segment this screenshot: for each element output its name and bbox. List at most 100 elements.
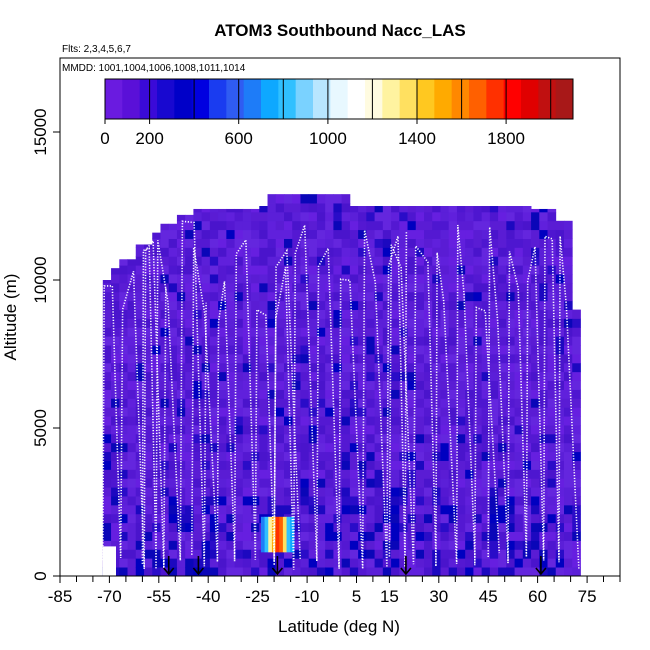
- heatmap-cell: [218, 531, 227, 541]
- heatmap-cell: [341, 371, 351, 382]
- heatmap-cell: [456, 425, 466, 435]
- heatmap-cell: [292, 522, 301, 532]
- heatmap-cell: [564, 362, 573, 373]
- heatmap-cell: [547, 398, 557, 408]
- heatmap-cell: [374, 380, 384, 390]
- heatmap-cell: [489, 265, 499, 275]
- heatmap-cell: [209, 318, 219, 328]
- heatmap-cell: [185, 256, 194, 266]
- heatmap-cell: [234, 309, 244, 319]
- heatmap-cell: [572, 487, 581, 497]
- heatmap-cell: [119, 549, 128, 559]
- heatmap-cell: [498, 380, 507, 390]
- heatmap-cell: [259, 380, 268, 390]
- heatmap-cell: [267, 451, 277, 461]
- heatmap-cell: [152, 354, 161, 364]
- heatmap-cell: [119, 531, 128, 541]
- heatmap-cell: [267, 442, 277, 453]
- heatmap-cell: [506, 211, 515, 222]
- heatmap-cell: [399, 354, 408, 364]
- heatmap-cell: [251, 247, 260, 257]
- heatmap-cell: [514, 256, 524, 266]
- heatmap-cell: [111, 496, 120, 506]
- heatmap-cell: [506, 496, 515, 506]
- heatmap-cell: [407, 558, 417, 568]
- heatmap-cell: [168, 229, 178, 239]
- heatmap-cell: [242, 318, 252, 328]
- heatmap-cell: [506, 549, 515, 559]
- heatmap-cell: [415, 513, 425, 524]
- heatmap-cell: [399, 309, 408, 319]
- heatmap-cell: [218, 327, 227, 337]
- heatmap-cell: [251, 522, 260, 532]
- heatmap-cell: [514, 238, 524, 248]
- heatmap-cell: [242, 469, 252, 479]
- marker-arrow-3: [271, 556, 284, 576]
- heatmap-cell: [234, 229, 244, 239]
- heatmap-cell: [424, 460, 433, 470]
- heatmap-cell: [506, 327, 515, 337]
- heatmap-cell: [473, 211, 483, 222]
- heatmap-cell: [325, 291, 334, 302]
- colorbar-swatch: [139, 79, 158, 119]
- heatmap-cell: [424, 433, 433, 444]
- heatmap-cell: [358, 522, 367, 532]
- heatmap-cell: [448, 442, 458, 453]
- heatmap-cell: [555, 496, 565, 506]
- heatmap-cell: [456, 531, 466, 541]
- heatmap-cell: [308, 265, 318, 275]
- heatmap-cell: [407, 274, 417, 284]
- colorbar-swatch: [538, 79, 557, 119]
- heatmap-cell: [316, 354, 326, 364]
- heatmap-cell: [374, 469, 384, 479]
- heatmap-cell: [218, 274, 227, 284]
- heatmap-cell: [440, 380, 450, 390]
- heatmap-cell: [506, 336, 515, 346]
- heatmap-cell: [514, 229, 524, 239]
- heatmap-cell: [300, 531, 310, 541]
- heatmap-cell: [506, 433, 515, 444]
- heatmap-cell: [539, 416, 548, 426]
- heatmap-cell: [135, 496, 145, 506]
- heatmap-cell: [522, 558, 532, 568]
- heatmap-cell: [489, 211, 499, 222]
- heatmap-cell: [424, 206, 433, 213]
- heatmap-cell: [514, 389, 524, 399]
- heatmap-cell: [473, 220, 483, 231]
- heatmap-cell: [341, 229, 351, 239]
- heatmap-cell: [448, 549, 458, 559]
- heatmap-cell: [448, 309, 458, 319]
- heatmap-cell: [102, 398, 112, 408]
- x-tick-label: -70: [97, 587, 122, 606]
- heatmap-cell: [539, 558, 548, 568]
- heatmap-cell: [407, 327, 417, 337]
- heatmap-cell: [234, 433, 244, 444]
- heatmap-cell: [168, 380, 178, 390]
- heatmap-cell: [251, 540, 260, 550]
- heatmap-cell: [572, 531, 581, 541]
- heatmap-cell: [168, 238, 178, 248]
- heatmap-cell: [316, 220, 326, 231]
- heatmap-cell: [564, 451, 573, 461]
- heatmap-cell: [119, 282, 128, 293]
- heatmap-cell: [456, 238, 466, 248]
- heatmap-cell: [185, 540, 194, 550]
- heatmap-cell: [531, 380, 540, 390]
- heatmap-cell: [415, 407, 425, 417]
- heatmap-cell: [572, 442, 581, 453]
- heatmap-cell: [407, 300, 417, 310]
- heatmap-cell: [218, 398, 227, 408]
- heatmap-cell: [102, 460, 112, 470]
- heatmap-cell: [111, 442, 120, 453]
- heatmap-cell: [382, 345, 392, 355]
- heatmap-cell: [465, 256, 474, 266]
- heatmap-cell: [251, 282, 260, 293]
- heatmap-cell: [325, 460, 334, 470]
- heatmap-cell: [234, 558, 244, 568]
- heatmap-cell: [358, 362, 367, 373]
- heatmap-cell: [514, 274, 524, 284]
- heatmap-cell: [407, 282, 417, 293]
- heatmap-cell: [572, 549, 581, 559]
- heatmap-cell: [333, 460, 343, 470]
- heatmap-cell: [374, 451, 384, 461]
